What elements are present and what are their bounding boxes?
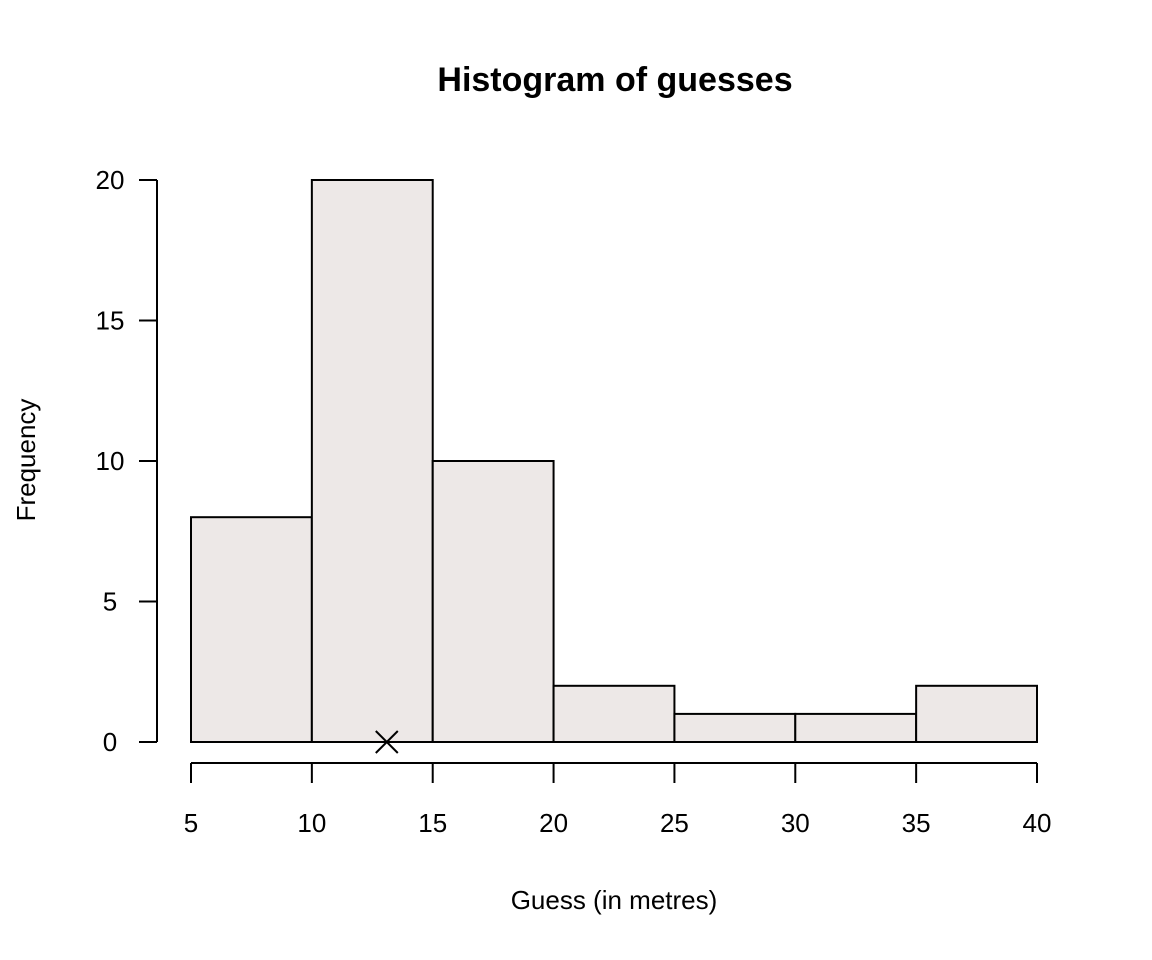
histogram-bar-1	[190, 516, 313, 744]
histogram-bar-5	[673, 712, 797, 744]
histogram-bar-3	[431, 460, 555, 743]
y-axis-label: Frequency	[11, 399, 41, 522]
y-tick-label-0: 0	[103, 727, 117, 757]
y-axis-ticks: 0 5 10 15 20	[96, 165, 157, 757]
histogram-bar-7	[915, 684, 1039, 743]
bars-group	[190, 179, 1039, 744]
y-tick-label-2: 10	[96, 446, 125, 476]
x-tick-label-4: 25	[660, 808, 689, 838]
y-tick-label-3: 15	[96, 306, 125, 336]
x-tick-label-7: 40	[1023, 808, 1052, 838]
y-tick-label-1: 5	[103, 587, 117, 617]
chart-title: Histogram of guesses	[437, 61, 792, 99]
y-tick-label-4: 20	[96, 165, 125, 195]
x-axis-label: Guess (in metres)	[511, 885, 718, 915]
x-tick-label-3: 20	[539, 808, 568, 838]
x-marker	[375, 730, 399, 754]
histogram-bar-2	[310, 179, 434, 743]
histogram-bar-4	[552, 684, 676, 743]
x-tick-label-5: 30	[781, 808, 810, 838]
x-tick-label-2: 15	[418, 808, 447, 838]
x-tick-label-6: 35	[902, 808, 931, 838]
x-axis-ticks: 5 10 15 20 25 30 35 40	[184, 763, 1052, 838]
x-tick-label-1: 10	[297, 808, 326, 838]
x-tick-label-0: 5	[184, 808, 198, 838]
x-marker-stroke-2	[375, 730, 399, 754]
histogram-bar-6	[794, 712, 918, 744]
